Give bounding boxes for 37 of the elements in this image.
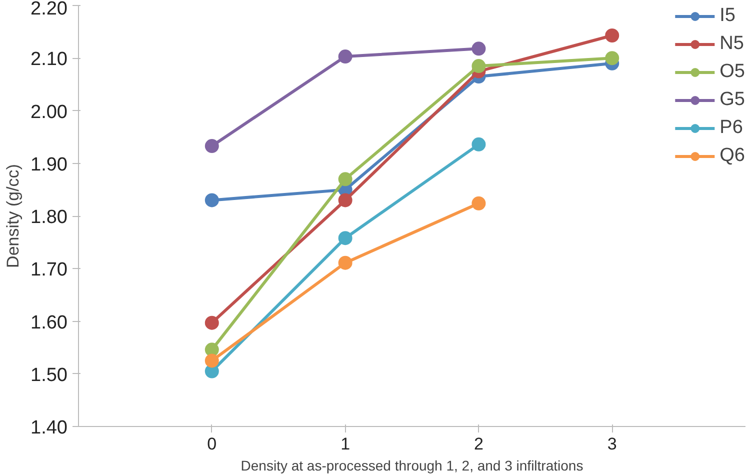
- legend-label: N5: [720, 33, 744, 55]
- point: [338, 172, 352, 186]
- y-tick-label: 1.70: [30, 260, 68, 281]
- point: [338, 50, 352, 64]
- y-tick-label: 2.10: [30, 49, 68, 70]
- y-tick-label: 1.60: [30, 312, 68, 334]
- legend-label: I5: [720, 5, 736, 27]
- legend-label: Q6: [720, 145, 745, 167]
- y-tick-label: 2.20: [30, 0, 68, 20]
- y-axis-title: Density (g/cc): [4, 164, 23, 268]
- point: [204, 354, 219, 368]
- x-tick-label: 1: [340, 434, 350, 454]
- point: [338, 231, 352, 246]
- point: [472, 137, 486, 152]
- legend-label: G5: [720, 89, 745, 111]
- point: [204, 342, 219, 357]
- x-axis-title: Density at as-processed through 1, 2, and 3 infiltrations: [240, 458, 584, 474]
- point: [472, 42, 486, 56]
- x-tick-label: 3: [607, 434, 617, 454]
- point: [204, 139, 219, 153]
- legend-label: O5: [720, 61, 745, 83]
- point: [605, 51, 620, 66]
- y-tick-label: 2.00: [30, 102, 68, 123]
- point: [204, 316, 219, 330]
- x-tick-label: 2: [474, 434, 484, 454]
- y-tick-label: 1.90: [30, 154, 68, 176]
- x-tick-label: 0: [207, 434, 217, 454]
- y-tick-label: 1.80: [30, 207, 68, 228]
- point: [338, 256, 352, 270]
- point: [338, 193, 352, 208]
- legend-label: P6: [720, 117, 743, 139]
- point: [605, 28, 620, 42]
- point: [204, 193, 219, 208]
- point: [472, 196, 486, 210]
- point: [472, 59, 486, 74]
- y-tick-label: 1.50: [30, 364, 68, 386]
- y-tick-label: 1.40: [30, 418, 68, 438]
